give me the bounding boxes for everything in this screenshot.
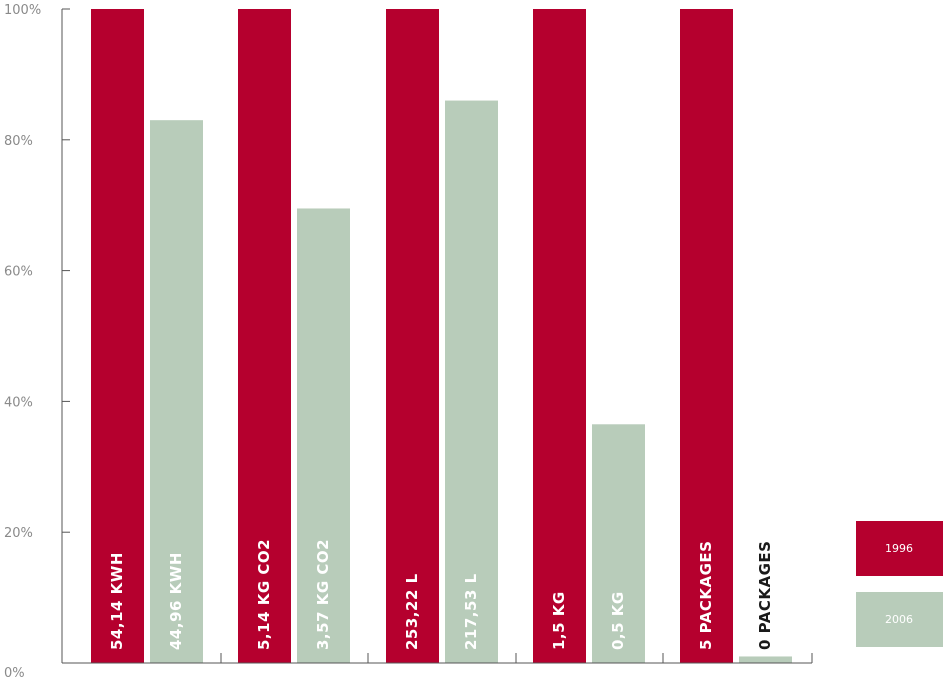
bar-2006-4 xyxy=(592,424,645,663)
y-tick-label: 100% xyxy=(4,3,41,18)
data-label: 5,14 KG CO2 xyxy=(255,539,273,650)
bar-1996-3 xyxy=(386,9,439,663)
legend-label: 2006 xyxy=(885,613,913,626)
legend-label: 1996 xyxy=(885,542,913,555)
bar-1996-5 xyxy=(680,9,733,663)
y-tick-label: 60% xyxy=(4,265,33,280)
bar-2006-1 xyxy=(150,120,203,664)
bar-2006-2 xyxy=(297,208,350,663)
data-label: 3,57 KG CO2 xyxy=(314,539,332,650)
data-label: 44,96 KWH xyxy=(167,552,185,650)
legend-swatch-2006 xyxy=(856,592,943,647)
legend-swatch-1996 xyxy=(856,521,943,576)
y-tick-label: 80% xyxy=(4,134,33,149)
bar-2006-3 xyxy=(445,100,498,663)
y-tick-label: 20% xyxy=(4,526,33,541)
bar-2006-5 xyxy=(739,656,792,663)
y-tick-label: 40% xyxy=(4,395,33,410)
data-label: 0,5 KG xyxy=(609,591,627,650)
bar-1996-1 xyxy=(91,9,144,663)
bar-1996-2 xyxy=(238,9,291,663)
data-label: 1,5 KG xyxy=(550,591,568,650)
bar-1996-4 xyxy=(533,9,586,663)
data-label: 253,22 L xyxy=(403,573,421,650)
data-label: 217,53 L xyxy=(462,573,480,650)
data-label: 5 PACKAGES xyxy=(697,541,715,651)
y-tick-label: 0% xyxy=(4,666,25,681)
data-label: 0 PACKAGES xyxy=(756,541,774,651)
data-label: 54,14 KWH xyxy=(108,552,126,650)
